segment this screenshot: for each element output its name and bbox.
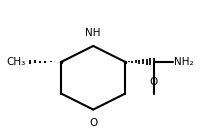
Text: O: O: [149, 77, 158, 87]
Text: O: O: [89, 118, 97, 128]
Text: CH₃: CH₃: [6, 57, 26, 67]
Text: NH: NH: [85, 28, 101, 38]
Text: NH₂: NH₂: [174, 57, 194, 67]
